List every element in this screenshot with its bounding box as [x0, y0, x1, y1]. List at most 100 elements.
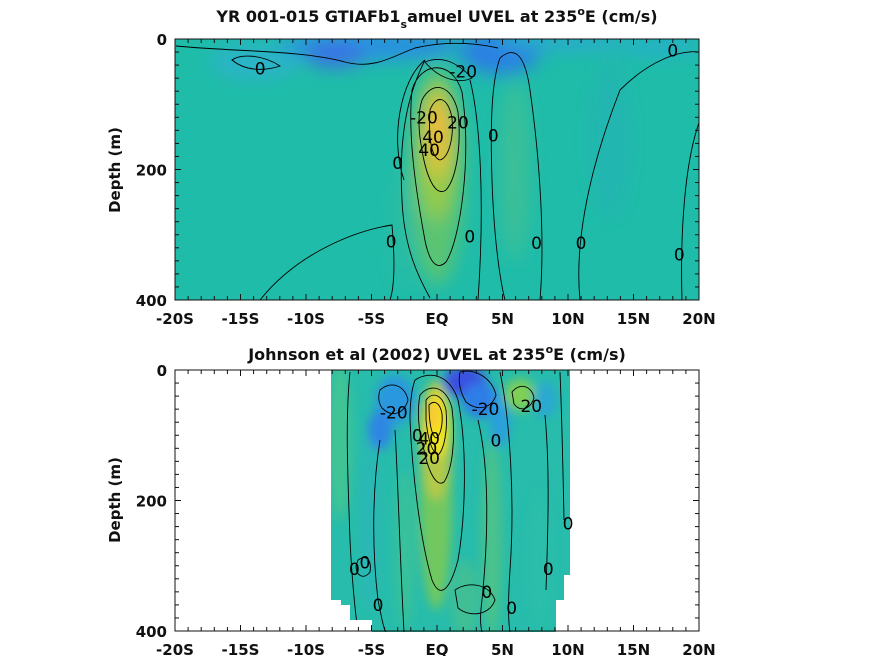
contour-zero-far-east [681, 121, 699, 300]
contour-label-bottom: 0 [373, 596, 384, 616]
contour-label-top: 0 [667, 42, 678, 62]
contour-jc-neg20-west [378, 384, 409, 414]
x-tick-label-bottom: 15N [617, 641, 650, 656]
x-axis-top: -20S -15S -10S -5S EQ 5N 10N 15N 20N [156, 39, 716, 328]
contour-label-top: 0 [464, 228, 475, 248]
contour-jc-neg20-east [458, 370, 497, 409]
chart-title-bottom: Johnson et al (2002) UVEL at 235oE (cm/s… [247, 343, 626, 364]
contour-label-bottom: 0 [360, 553, 371, 573]
contour-jc-20 [417, 387, 454, 484]
contour-jc-0-east-a [477, 419, 488, 632]
title-main: YR 001-015 GTIAFb1 [215, 7, 400, 26]
contour-label-bottom: 20 [416, 439, 438, 459]
contour-zero-west-low [259, 224, 395, 300]
contour-jc-0-deep-loop [454, 584, 496, 615]
title-main-bottom: Johnson et al (2002) UVEL at 235 [247, 345, 545, 364]
contour-jc-20-east [511, 385, 535, 410]
contour-label-bottom: 0 [491, 431, 502, 451]
y-tick-label-top: 200 [136, 162, 167, 180]
contour-label-bottom: 0 [506, 599, 517, 619]
contour-jc-0-deep-loop-b [355, 557, 371, 577]
chart-johnson-uvel: Johnson et al (2002) UVEL at 235oE (cm/s… [106, 343, 716, 656]
contour-zero-upper-band [175, 42, 499, 65]
y-tick-label-bottom: 200 [136, 493, 167, 511]
x-tick-label-bottom: -5S [358, 641, 385, 656]
contour-label-bottom: 20 [418, 449, 440, 469]
x-tick-label-top: -10S [287, 310, 325, 328]
contour-jc-0-east-c [544, 414, 549, 591]
y-axis-label-bottom: Depth (m) [106, 457, 124, 543]
contour-zero-east-tube-b [490, 57, 506, 300]
x-axis-bottom: -20S -15S -10S -5S EQ 5N 10N 15N 20N [156, 370, 716, 656]
contour-label-top: 0 [576, 234, 587, 254]
x-tick-label-bottom: 10N [551, 641, 584, 656]
contour-label-top: 0 [674, 245, 685, 265]
contour-jc-40 [425, 394, 447, 456]
contour-label-top: 20 [447, 114, 469, 134]
title-end-bottom: E (cm/s) [553, 345, 626, 364]
title-rest: amuel UVEL at 235 [407, 7, 577, 26]
contour-jc-0-west-c [394, 429, 405, 632]
chart-title-top: YR 001-015 GTIAFb1samuel UVEL at 235oE (… [215, 5, 657, 31]
title-end: E (cm/s) [585, 7, 658, 26]
x-tick-label-top: 20N [682, 310, 715, 328]
contour-label-top: -20 [449, 63, 477, 83]
contour-label-top: 0 [392, 154, 403, 174]
contour-label-bottom: 0 [543, 560, 554, 580]
y-axis-label-top: Depth (m) [106, 127, 124, 213]
heatmap-field-bottom [331, 370, 570, 632]
x-tick-label-bottom: -15S [222, 641, 260, 656]
y-tick-label-top: 0 [157, 31, 167, 49]
title-superscript: o [577, 5, 585, 18]
contour-label-bottom: 0 [349, 560, 360, 580]
contour-label-top: 0 [488, 127, 499, 147]
contour-neg20-lobe [424, 58, 473, 82]
contour-label-bottom: -20 [472, 400, 500, 420]
y-tick-label-bottom: 400 [136, 623, 167, 641]
x-tick-label-bottom: 20N [682, 641, 715, 656]
contour-label-top: 0 [255, 59, 266, 79]
x-tick-label-bottom: 5N [491, 641, 514, 656]
x-tick-label-top: -20S [156, 310, 194, 328]
contour-jc-0-west-b [373, 439, 387, 632]
x-tick-label-top: 5N [491, 310, 514, 328]
chart-model-uvel: YR 001-015 GTIAFb1samuel UVEL at 235oE (… [106, 5, 716, 328]
x-tick-label-top: EQ [426, 310, 449, 328]
x-tick-label-bottom: -20S [156, 641, 194, 656]
contour-label-bottom: 0 [481, 583, 492, 603]
contour-label-bottom: 0 [412, 426, 423, 446]
contour-jc-0-far-east [559, 371, 565, 521]
x-tick-label-top: -5S [358, 310, 385, 328]
contour-zero-left-lobe [231, 55, 282, 70]
contour-zero-east-tube [499, 52, 543, 300]
contour-zero-west-flank [397, 59, 431, 299]
contour-jc-0-east-b [499, 371, 513, 632]
contour-label-top: 40 [422, 128, 444, 148]
contour-zero-east-low [578, 51, 699, 300]
contour-jc-0-outer [409, 374, 465, 591]
y-tick-label-top: 400 [136, 292, 167, 310]
y-tick-label-bottom: 0 [157, 362, 167, 380]
contour-label-bottom: 0 [563, 514, 574, 534]
heatmap-field-top [175, 39, 699, 300]
contour-label-bottom: 20 [520, 397, 542, 417]
x-tick-label-top: -15S [222, 310, 260, 328]
contour-jc-0-west-a [346, 371, 359, 632]
contour-jc-60 [428, 402, 443, 439]
contour-zero-mid [469, 79, 482, 300]
contour-label-top: 0 [386, 232, 397, 252]
contour-lines-top [175, 42, 699, 300]
contour-label-bottom: 40 [418, 430, 440, 450]
contour-label-top: 40 [418, 141, 440, 161]
contour-20 [418, 87, 460, 193]
contour-label-top: -20 [410, 108, 438, 128]
x-tick-label-bottom: EQ [426, 641, 449, 656]
contour-lines-bottom [346, 370, 565, 632]
x-tick-label-top: 10N [551, 310, 584, 328]
contour-zero-eq-outer [410, 67, 467, 266]
